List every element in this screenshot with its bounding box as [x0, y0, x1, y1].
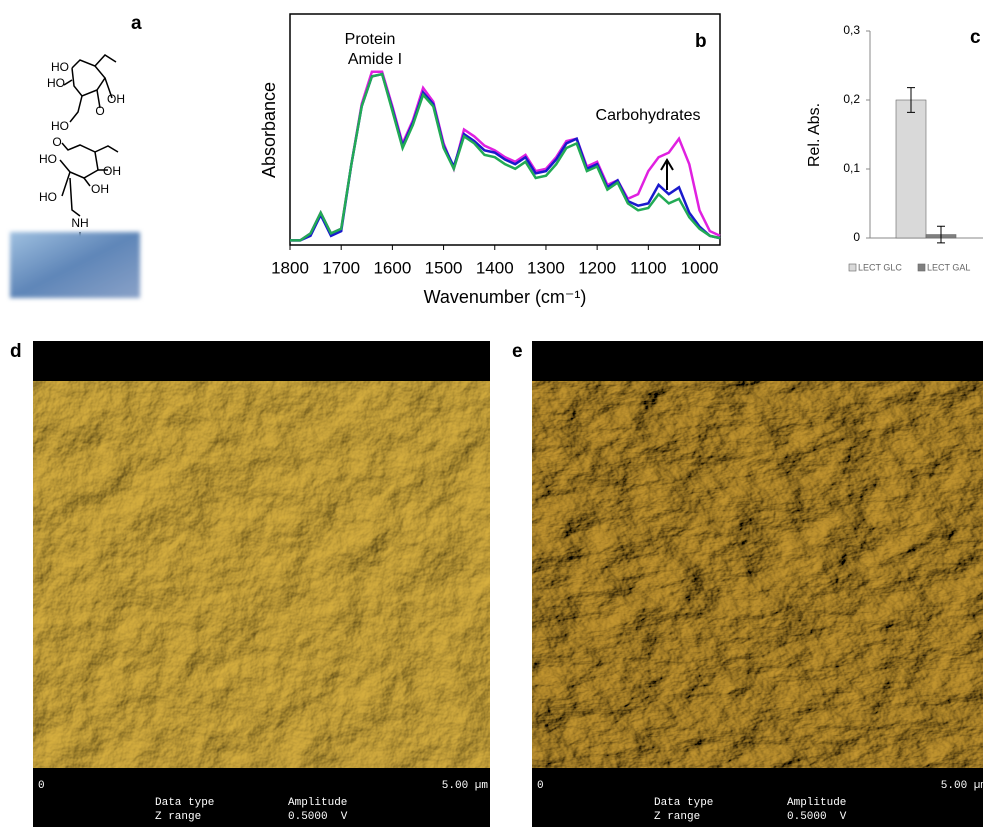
field-name: Data type: [654, 797, 713, 809]
afm-image: [33, 381, 490, 768]
x-tick-label: 1800: [271, 258, 309, 277]
x-tick-label: 1100: [630, 258, 667, 277]
x-tick-label: 1600: [373, 258, 411, 277]
y-tick-label: 0,2: [843, 92, 860, 106]
page: {"panel_labels": ["a", "b", "c", "d", "e…: [0, 0, 983, 827]
atom-label: OH: [103, 164, 121, 178]
y-tick-label: 0,3: [843, 23, 860, 37]
y-axis-label: Rel. Abs.: [806, 103, 823, 167]
atom-label: HO: [51, 119, 69, 133]
bar: [896, 100, 926, 238]
panel-label: d: [10, 341, 22, 362]
film-photo: [10, 232, 140, 298]
afm-footer: [532, 768, 983, 827]
annotation: Carbohydrates: [596, 107, 701, 124]
y-axis-label: Absorbance: [259, 82, 279, 178]
molecule-bonds: [60, 55, 118, 244]
atom-label: NH: [71, 216, 88, 230]
x-tick-label: 1000: [681, 258, 719, 277]
field-name: Z range: [654, 811, 700, 823]
panel-label: e: [512, 341, 523, 362]
afm-footer: [33, 768, 490, 827]
spectrum-line: [290, 72, 720, 241]
afm-header: [532, 341, 983, 381]
annotation: Protein: [345, 31, 396, 48]
y-tick-label: 0,1: [843, 161, 860, 175]
panel-label: a: [131, 13, 142, 34]
atom-label: O: [95, 104, 104, 118]
scale-end: 5.00 µm: [941, 780, 983, 792]
atom-label: HO: [39, 152, 57, 166]
legend-swatch: [849, 264, 856, 271]
y-tick-label: 0: [853, 230, 860, 244]
scale-start: 0: [38, 780, 45, 792]
atom-label: HO: [51, 60, 69, 74]
x-tick-label: 1200: [578, 258, 616, 277]
afm-image: [532, 381, 983, 768]
legend-label: LECT GAL: [927, 262, 970, 272]
atom-label: O: [52, 135, 61, 149]
field-name: Z range: [155, 811, 201, 823]
field-value: Amplitude: [787, 797, 846, 809]
x-tick-label: 1300: [527, 258, 565, 277]
x-tick-label: 1700: [322, 258, 360, 277]
atom-label: HO: [39, 190, 57, 204]
field-value: 0.5000 V: [787, 811, 847, 823]
plot-frame: [290, 14, 720, 245]
panel-label: c: [970, 27, 981, 48]
field-value: Amplitude: [288, 797, 347, 809]
annotation: Amide I: [348, 51, 402, 68]
field-name: Data type: [155, 797, 214, 809]
figure: a b c d e HOHOOHOHOOHOOHOHHONH1800170016…: [0, 0, 983, 827]
scale-start: 0: [537, 780, 544, 792]
field-value: 0.5000 V: [288, 811, 348, 823]
x-tick-label: 1400: [476, 258, 514, 277]
x-tick-label: 1500: [425, 258, 463, 277]
atom-label: OH: [91, 182, 109, 196]
panel-label: b: [695, 31, 707, 52]
legend-label: LECT GLC: [858, 262, 902, 272]
scale-end: 5.00 µm: [442, 780, 489, 792]
atom-label: OH: [107, 92, 125, 106]
atom-label: HO: [47, 76, 65, 90]
afm-header: [33, 341, 490, 381]
x-axis-label: Wavenumber (cm⁻¹): [424, 287, 587, 307]
legend-swatch: [918, 264, 925, 271]
